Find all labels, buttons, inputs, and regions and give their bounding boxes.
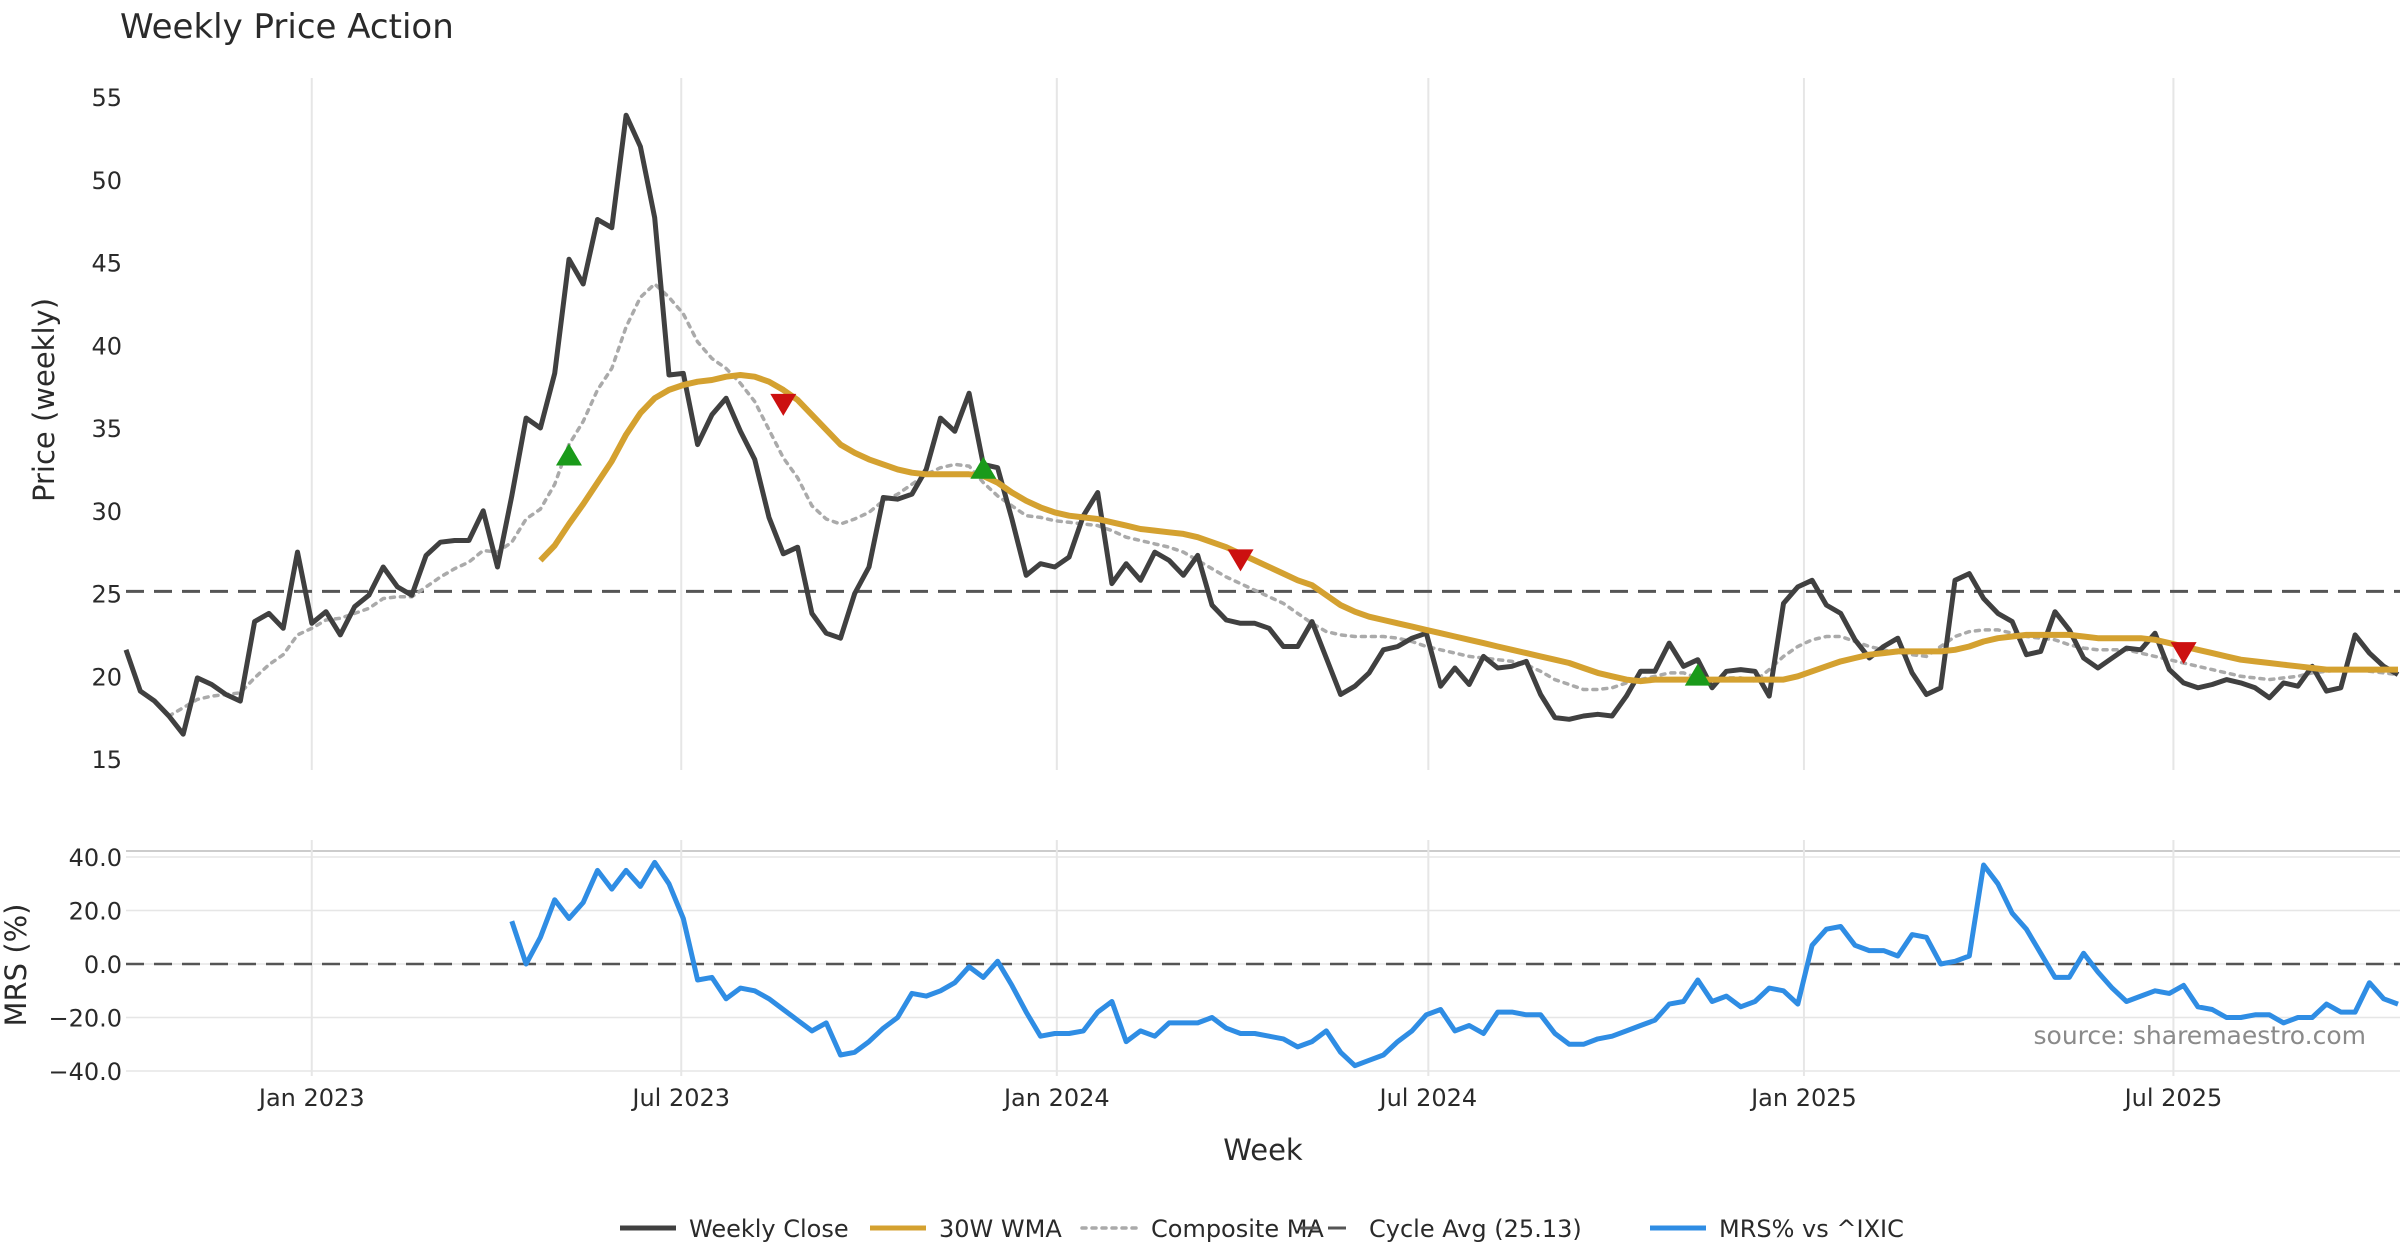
price-y-tick-label: 15	[91, 746, 122, 774]
legend-label: Composite MA	[1151, 1215, 1324, 1243]
price-y-tick-label: 40	[91, 332, 122, 360]
mrs-y-axis-title: MRS (%)	[0, 904, 33, 1027]
mrs-y-tick-label: 0.0	[84, 951, 122, 979]
mrs-y-ticks: −40.0 −20.0 0.0 20.0 40.0	[48, 844, 122, 1086]
price-y-tick-label: 25	[91, 581, 122, 609]
price-y-axis-title: Price (weekly)	[27, 298, 61, 502]
mrs-y-tick-label: 40.0	[69, 844, 122, 872]
legend-label: Cycle Avg (25.13)	[1369, 1215, 1582, 1243]
sell-signal-marker	[2170, 642, 2197, 665]
buy-signal-marker	[1684, 663, 1711, 686]
x-tick-label: Jan 2025	[1749, 1084, 1857, 1112]
wma-30-line	[538, 372, 2398, 685]
chart-title: Weekly Price Action	[120, 7, 454, 47]
x-axis-title: Week	[1223, 1133, 1303, 1167]
x-tick-label: Jul 2023	[630, 1084, 730, 1112]
legend-label: 30W WMA	[939, 1215, 1062, 1243]
mrs-y-tick-label: −20.0	[48, 1005, 122, 1033]
price-y-tick-label: 50	[91, 167, 122, 195]
signal-markers	[555, 393, 2197, 686]
source-label: source: sharemaestro.com	[2034, 1021, 2367, 1050]
price-y-tick-label: 55	[91, 84, 122, 112]
buy-signal-marker	[555, 443, 582, 466]
price-y-tick-label: 45	[91, 250, 122, 278]
buy-signal-marker	[970, 456, 997, 479]
mrs-line	[509, 859, 2399, 1069]
mrs-y-tick-label: −40.0	[48, 1058, 122, 1086]
x-tick-labels: Jan 2023 Jul 2023 Jan 2024 Jul 2024 Jan 2025…	[257, 1084, 2222, 1112]
sell-signal-marker	[1227, 549, 1254, 572]
price-panel: 15 20 25 30 35 40 45 50 55 Price (weekly)	[27, 78, 2400, 774]
mrs-y-tick-label: 20.0	[69, 898, 122, 926]
price-y-ticks: 15 20 25 30 35 40 45 50 55	[91, 84, 122, 774]
x-tick-label: Jul 2025	[2123, 1084, 2223, 1112]
price-y-tick-label: 30	[91, 498, 122, 526]
price-y-tick-label: 35	[91, 415, 122, 443]
x-tick-label: Jul 2024	[1378, 1084, 1478, 1112]
x-tick-label: Jan 2024	[1002, 1084, 1110, 1112]
sell-signal-marker	[770, 393, 797, 416]
legend: Weekly Close 30W WMA Composite MA Cycle Avg…	[620, 1215, 1904, 1243]
composite-ma-line	[167, 281, 2400, 718]
legend-label: Weekly Close	[689, 1215, 849, 1243]
x-tick-label: Jan 2023	[257, 1084, 365, 1112]
price-grid	[310, 78, 2175, 770]
legend-label: MRS% vs ^IXIC	[1719, 1215, 1904, 1243]
mrs-panel: −40.0 −20.0 0.0 20.0 40.0 source: sharemaest…	[0, 840, 2400, 1167]
price-y-tick-label: 20	[91, 663, 122, 691]
